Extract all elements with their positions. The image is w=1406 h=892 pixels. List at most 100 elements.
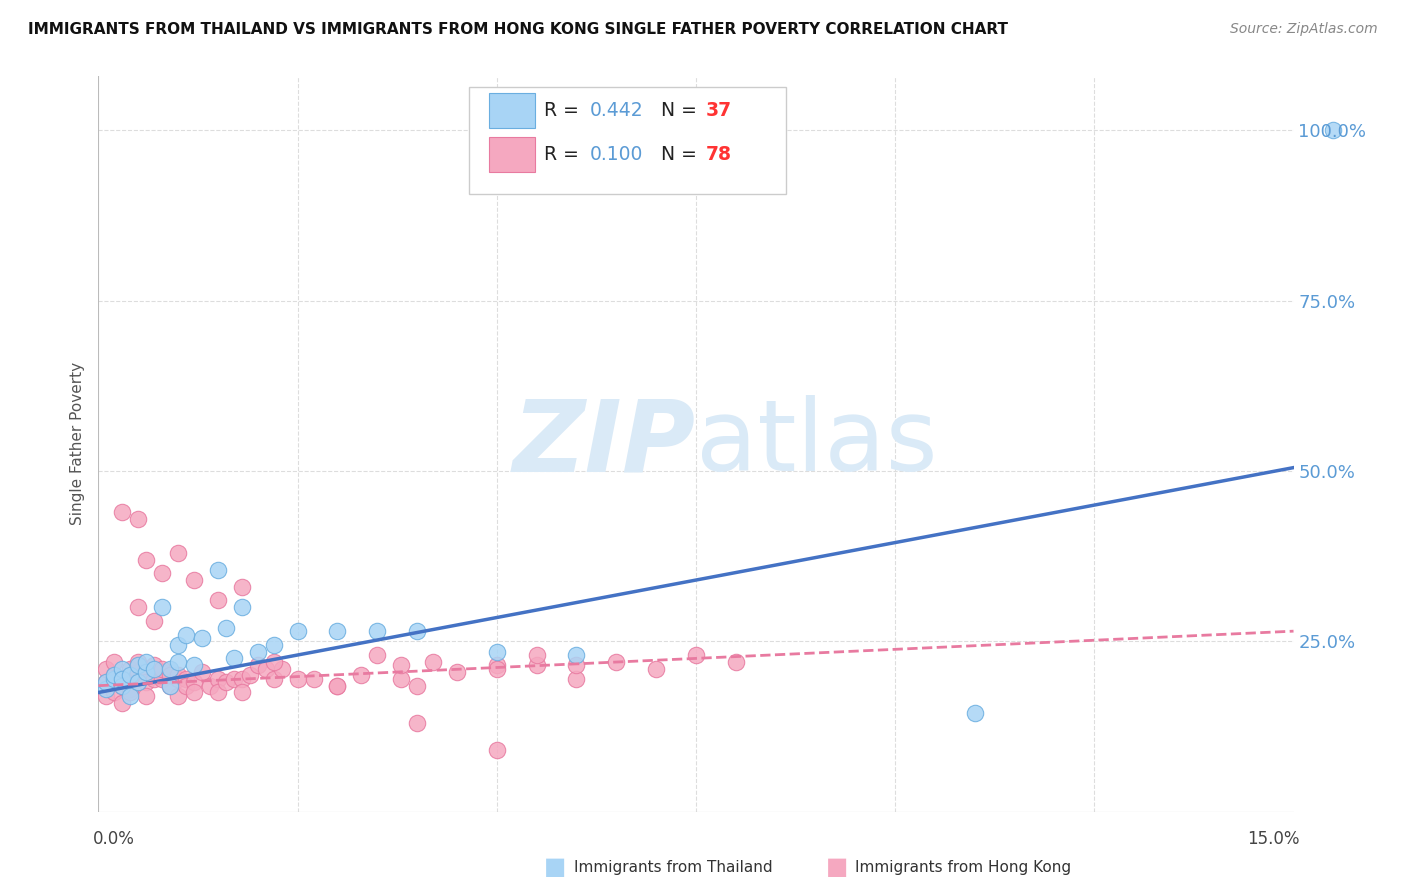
Text: IMMIGRANTS FROM THAILAND VS IMMIGRANTS FROM HONG KONG SINGLE FATHER POVERTY CORR: IMMIGRANTS FROM THAILAND VS IMMIGRANTS F… <box>28 22 1008 37</box>
Text: 0.100: 0.100 <box>589 145 643 164</box>
Point <box>302 672 325 686</box>
Point <box>526 658 548 673</box>
Point <box>422 655 444 669</box>
Text: ZIP: ZIP <box>513 395 696 492</box>
Y-axis label: Single Father Poverty: Single Father Poverty <box>70 362 86 525</box>
Point <box>135 675 157 690</box>
Point <box>366 648 388 662</box>
Point <box>724 655 747 669</box>
Point <box>159 679 181 693</box>
Point <box>103 655 125 669</box>
Point <box>167 638 190 652</box>
Point <box>215 621 238 635</box>
Point <box>174 627 197 641</box>
Point <box>127 512 149 526</box>
Point <box>207 685 229 699</box>
Point <box>143 662 166 676</box>
Point <box>239 668 262 682</box>
Point <box>485 658 508 673</box>
Point <box>143 614 166 628</box>
Point <box>565 648 588 662</box>
FancyBboxPatch shape <box>489 93 534 128</box>
FancyBboxPatch shape <box>470 87 786 194</box>
Point <box>207 672 229 686</box>
Point <box>167 668 190 682</box>
Point <box>389 672 412 686</box>
Point <box>150 662 173 676</box>
Text: atlas: atlas <box>696 395 938 492</box>
Point <box>143 658 166 673</box>
Point <box>96 681 118 696</box>
Point <box>191 665 214 679</box>
Point <box>120 685 142 699</box>
Point <box>127 655 149 669</box>
Point <box>150 566 173 581</box>
Point <box>389 658 412 673</box>
FancyBboxPatch shape <box>489 136 534 172</box>
Point <box>127 675 149 690</box>
Point <box>685 648 707 662</box>
Point <box>183 573 205 587</box>
Point <box>198 679 221 693</box>
Point <box>120 668 142 682</box>
Point <box>485 644 508 658</box>
Point <box>254 662 277 676</box>
Point <box>167 672 190 686</box>
Point <box>366 624 388 639</box>
Point <box>645 662 668 676</box>
Point <box>150 665 173 679</box>
Point <box>167 655 190 669</box>
Point <box>127 675 149 690</box>
Point <box>287 672 309 686</box>
Point <box>565 672 588 686</box>
Point <box>605 655 627 669</box>
Point <box>111 679 134 693</box>
Point <box>191 631 214 645</box>
Point <box>485 743 508 757</box>
Point <box>111 505 134 519</box>
Point <box>183 685 205 699</box>
Point <box>150 672 173 686</box>
Text: R =: R = <box>544 145 585 164</box>
Point <box>135 655 157 669</box>
Point <box>326 679 349 693</box>
Point <box>446 665 468 679</box>
Point <box>222 651 245 665</box>
Point <box>231 580 253 594</box>
Point <box>222 672 245 686</box>
Point <box>263 638 285 652</box>
Point <box>111 672 134 686</box>
Text: R =: R = <box>544 101 585 120</box>
Point <box>127 665 149 679</box>
Text: 78: 78 <box>706 145 731 164</box>
Point <box>263 655 285 669</box>
Point <box>120 662 142 676</box>
Point <box>103 668 125 682</box>
Point <box>326 679 349 693</box>
Text: N =: N = <box>661 101 703 120</box>
Point <box>150 600 173 615</box>
Point <box>96 689 118 703</box>
Point <box>231 600 253 615</box>
Text: 15.0%: 15.0% <box>1247 830 1299 848</box>
Point <box>207 563 229 577</box>
Point <box>287 624 309 639</box>
Point <box>246 644 269 658</box>
Point <box>406 716 429 731</box>
Point <box>183 675 205 690</box>
Point <box>963 706 986 720</box>
Point <box>111 662 134 676</box>
Point <box>120 689 142 703</box>
Point <box>406 624 429 639</box>
Text: 0.442: 0.442 <box>589 101 643 120</box>
Point <box>135 552 157 566</box>
Point <box>159 662 181 676</box>
Point <box>159 668 181 682</box>
Point <box>103 685 125 699</box>
Point <box>326 624 349 639</box>
Text: Source: ZipAtlas.com: Source: ZipAtlas.com <box>1230 22 1378 37</box>
Point <box>485 662 508 676</box>
Point <box>174 672 197 686</box>
Point <box>103 672 125 686</box>
Point <box>143 672 166 686</box>
